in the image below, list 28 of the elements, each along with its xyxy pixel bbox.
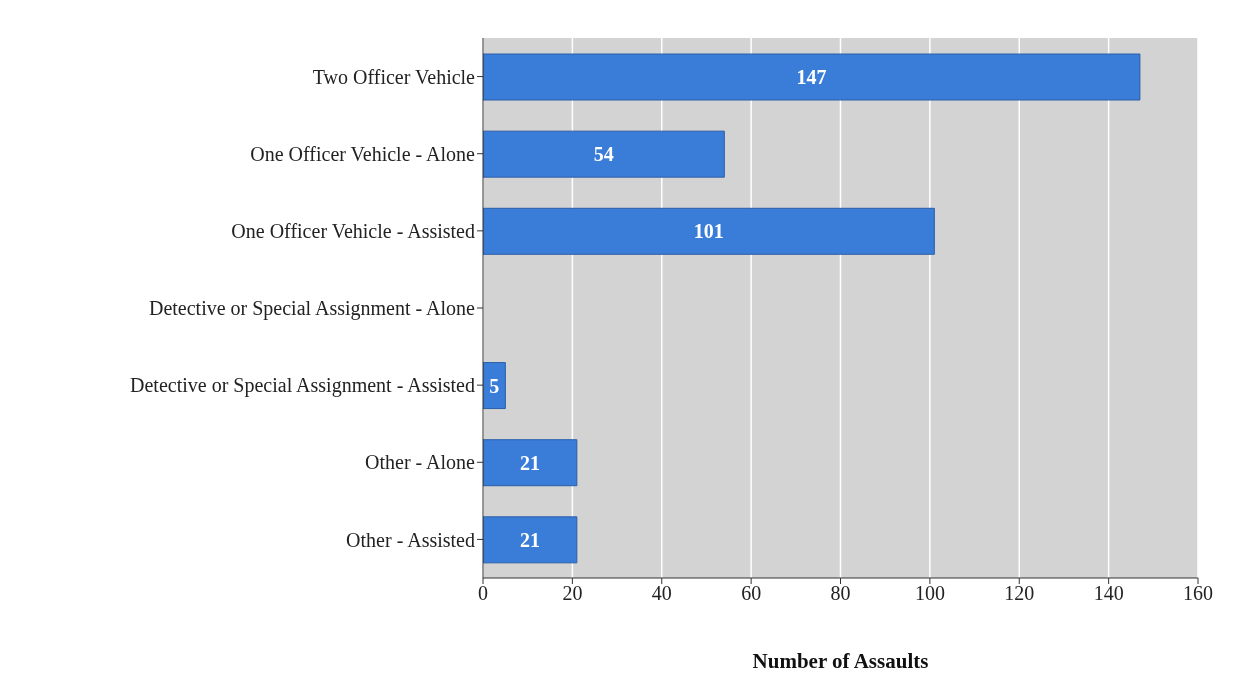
data-label: 101 xyxy=(693,220,724,243)
data-label: 147 xyxy=(796,66,827,89)
x-tick-label: 20 xyxy=(562,582,583,605)
data-label: 21 xyxy=(519,528,540,551)
x-tick-label: 100 xyxy=(914,582,945,605)
bar xyxy=(483,439,578,487)
y-tick-label: Detective or Special Assignment - Alone xyxy=(148,297,476,321)
data-label: 54 xyxy=(593,143,614,166)
x-tick-label: 40 xyxy=(651,582,672,605)
y-tick-label: Other - Assisted xyxy=(346,528,475,551)
x-tick-label: 160 xyxy=(1183,582,1213,605)
x-tick-label: 120 xyxy=(1004,582,1035,605)
bar xyxy=(483,130,725,178)
y-tick-label: Detective or Special Assignment - Assisted xyxy=(130,374,475,398)
y-tick-label: One Officer Vehicle - Assisted xyxy=(231,219,475,242)
y-tick-label: Other - Alone xyxy=(365,451,476,474)
y-tick-label: One Officer Vehicle - Alone xyxy=(250,142,476,165)
data-label: 5 xyxy=(489,374,500,397)
x-tick-label: 60 xyxy=(741,582,762,605)
bar xyxy=(483,516,578,564)
x-tick-label: 80 xyxy=(830,582,851,605)
data-label: 21 xyxy=(519,451,540,474)
y-tick-label: Two Officer Vehicle xyxy=(312,65,476,88)
x-axis-title: Number of Assaults xyxy=(752,649,929,673)
bar xyxy=(483,53,1141,101)
bar xyxy=(483,207,935,255)
x-tick-label: 140 xyxy=(1093,582,1124,605)
x-tick-label: 0 xyxy=(478,582,488,605)
